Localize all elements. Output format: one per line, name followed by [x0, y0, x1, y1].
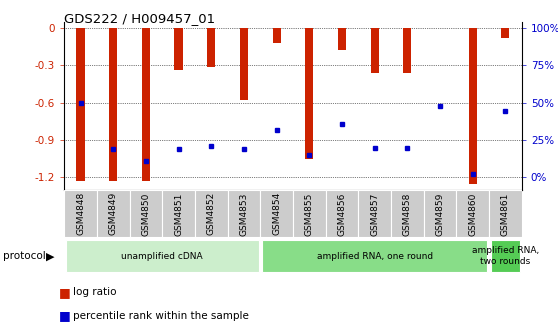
Bar — [262, 240, 487, 272]
Bar — [469, 28, 477, 183]
Bar — [489, 190, 522, 237]
Text: GDS222 / H009457_01: GDS222 / H009457_01 — [64, 12, 215, 25]
Bar — [195, 190, 228, 237]
Bar — [66, 240, 258, 272]
Bar — [391, 190, 424, 237]
Bar — [228, 190, 260, 237]
Bar — [162, 190, 195, 237]
Text: ▶: ▶ — [46, 251, 54, 261]
Bar — [207, 28, 215, 67]
Bar — [64, 190, 97, 237]
Text: GSM4849: GSM4849 — [109, 192, 118, 236]
Text: GSM4857: GSM4857 — [370, 192, 379, 236]
Text: GSM4848: GSM4848 — [76, 192, 85, 236]
Bar — [358, 190, 391, 237]
Bar — [326, 190, 358, 237]
Text: protocol: protocol — [3, 251, 46, 261]
Bar — [97, 190, 129, 237]
Text: amplified RNA, one round: amplified RNA, one round — [316, 252, 432, 261]
Bar — [490, 240, 520, 272]
Bar — [501, 28, 509, 38]
Text: GSM4861: GSM4861 — [501, 192, 510, 236]
Bar — [109, 28, 117, 181]
Text: GSM4860: GSM4860 — [468, 192, 477, 236]
Text: ■: ■ — [59, 286, 70, 299]
Text: GSM4858: GSM4858 — [403, 192, 412, 236]
Bar — [424, 190, 456, 237]
Bar — [456, 190, 489, 237]
Text: GSM4854: GSM4854 — [272, 192, 281, 236]
Text: GSM4856: GSM4856 — [338, 192, 347, 236]
Bar — [175, 28, 182, 70]
Bar — [260, 190, 293, 237]
Text: log ratio: log ratio — [73, 287, 116, 297]
Text: percentile rank within the sample: percentile rank within the sample — [73, 311, 248, 321]
Text: GSM4855: GSM4855 — [305, 192, 314, 236]
Bar — [371, 28, 379, 73]
Bar — [76, 28, 85, 181]
Bar — [272, 28, 281, 43]
Text: GSM4852: GSM4852 — [207, 192, 216, 236]
Text: GSM4851: GSM4851 — [174, 192, 183, 236]
Bar — [403, 28, 411, 73]
Text: GSM4853: GSM4853 — [239, 192, 248, 236]
Bar — [305, 28, 314, 159]
Text: GSM4850: GSM4850 — [141, 192, 150, 236]
Bar — [142, 28, 150, 181]
Bar — [240, 28, 248, 100]
Text: amplified RNA,
two rounds: amplified RNA, two rounds — [472, 246, 539, 266]
Text: ■: ■ — [59, 309, 70, 322]
Text: unamplified cDNA: unamplified cDNA — [122, 252, 203, 261]
Bar — [129, 190, 162, 237]
Text: GSM4859: GSM4859 — [436, 192, 445, 236]
Bar — [338, 28, 346, 50]
Bar — [293, 190, 326, 237]
